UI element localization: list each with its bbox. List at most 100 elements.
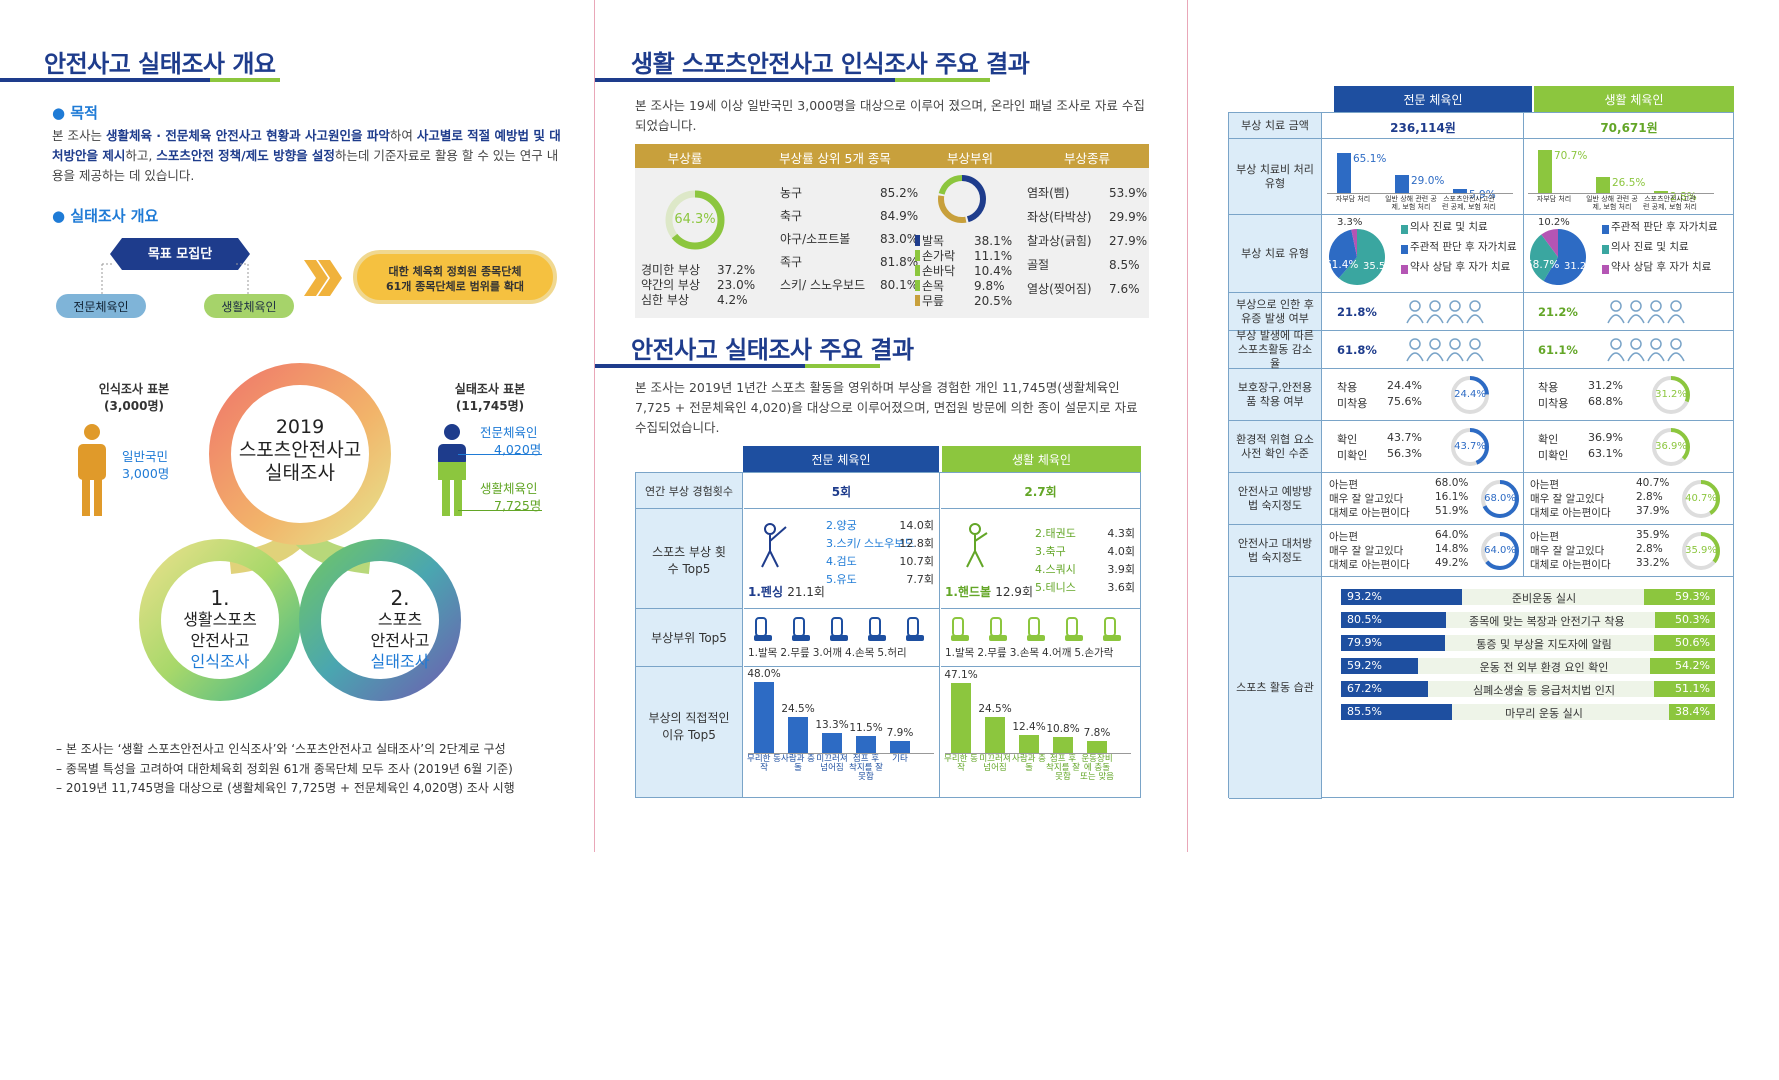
cell-text: 68.8% [1588,395,1623,408]
cell-text: 63.1% [1588,447,1623,460]
bar-category-label: 점프 후 착지를 잘못함 [849,754,883,782]
habit-pro-value: 85.5% [1347,705,1382,718]
ring-chart [1481,480,1519,518]
list-item: 손가락 11.1% [915,247,1012,263]
bar [856,735,876,753]
top5-item: 3.스키/ 스노우보드 12.8회 [826,535,934,553]
bar-value-label: 11.5% [849,721,883,734]
top5-item: 2.양궁 14.0회 [826,517,934,535]
bar-category-label: 운동장비에 충돌 또는 맞음 [1080,754,1114,782]
people-icon [1405,337,1495,363]
bar-category-label: 일반 상해 관련 공제, 보험 처리 [1385,195,1437,211]
list-item: 야구/소프트볼 83.0% [780,230,918,253]
item-value: 8.5% [1109,258,1140,272]
cell-text: 49.2% [1435,557,1469,569]
pro-cause-chart: 48.0% 무리한 동작 24.5% 사람과 충돌 13.3% 미끄러져 넘어짐 11.5%… [744,667,940,797]
r-col-life: 생활 체육인 [1534,86,1734,112]
pie-slice [1541,229,1558,257]
habit-life-value: 50.6% [1675,636,1710,649]
person-icon-2 [438,424,466,516]
overview-heading: ● 실태조사 개요 [52,207,159,225]
item-value: 37.2% [717,263,756,277]
item-label: 축구 [780,209,803,223]
cell-text: 56.3% [1387,447,1422,460]
legend-swatch [1602,225,1609,234]
legend-label: 주관적 판단 후 자가치료 [1410,241,1517,253]
cell-text: 착용 [1538,381,1559,394]
person-icon [78,424,106,516]
bar-category-label: 일반 상해 관련 공제, 보험 처리 [1586,195,1638,211]
habit-track [1341,658,1715,674]
survey-cycle-diagram [139,363,461,701]
cell-text: 51.9% [1435,505,1469,517]
intro-2: 본 조사는 2019년 1년간 스포츠 활동을 영위하며 부상을 경험한 개인 … [635,380,1138,435]
pop-pro-shape [56,294,146,318]
body-part-icon [947,615,973,643]
cell-text: 43.7% [1387,431,1422,444]
cell-text: 미착용 [1337,397,1368,410]
body-part-icon [902,615,928,643]
right-table: 부상 치료 금액 부상 치료비 처리 유형 부상 치료 유형 부상으로 인한 후유증 … [1228,112,1734,799]
habit-bar-life [1654,612,1715,628]
col-divider [1523,113,1524,577]
pie-slice [1338,229,1385,285]
pop-life-shape [204,294,294,318]
item-label: 좌상(타박상) [1027,210,1092,224]
row-cause: 부상의 직접적인 이유 Top5 [636,667,743,797]
pie-label-second: 35.5 [1363,261,1386,272]
cell-text: 대체로 아는편이다 [1329,507,1410,519]
legend-label: 의사 진료 및 치료 [1410,221,1488,233]
ring-label: 43.7% [1454,441,1486,452]
bar-category-label: 사람과 충돌 [781,754,815,773]
sample1-count: (3,000명) [104,399,164,413]
list-item: 족구 81.8% [780,253,918,276]
habit-bar-pro [1341,704,1453,720]
pro-top5-cell: 1.펜싱 21.1회 2.양궁 14.0회 3.스키/ 스노우보드 12.8회 4.검도… [744,509,940,609]
habit-life-value: 59.3% [1675,590,1710,603]
bar [1337,153,1351,193]
habit-bar-life [1668,704,1715,720]
row-line [1322,330,1734,331]
row-header: 안전사고 예방방법 숙지정도 [1229,473,1322,525]
sample2-life-label: 생활체육인 [480,481,538,496]
top5-item: 4.스쿼시 3.9회 [1035,561,1135,579]
sample1-label: 일반국민 [122,449,169,464]
body-part-icon [864,615,890,643]
row-header: 보호장구,안전용품 착용 여부 [1229,369,1322,421]
annual-pro: 5회 [744,473,940,509]
item-value: 4.2% [717,293,748,307]
item-value: 7.6% [1109,282,1140,296]
people-value: 21.8% [1337,305,1377,319]
perception-header: 부상률 부상률 상위 5개 종목 부상부위 부상종류 [635,144,1149,168]
row-annual: 연간 부상 경험횟수 [636,473,743,509]
list-item: 경미한 부상 37.2% [641,262,755,277]
cell-text: 미확인 [1337,449,1368,462]
row-header: 부상 치료비 처리 유형 [1229,139,1322,215]
cell-text: 대체로 아는편이다 [1329,559,1410,571]
top5-label: 2.태권도 [1035,527,1076,540]
bar [1395,175,1409,193]
bar-category-label: 사람과 충돌 [1012,754,1046,773]
item-value: 81.8% [880,255,919,269]
item-label: 족구 [780,255,803,269]
top5-item: 3.축구 4.0회 [1035,543,1135,561]
habit-bar-life [1654,635,1715,651]
middle-title-2: 안전사고 실태조사 주요 결과 [631,336,914,364]
habit-bar-pro [1341,681,1429,697]
item-value: 80.1% [880,278,919,292]
top5-item: 2.태권도 4.3회 [1035,525,1135,543]
row-line [1322,420,1734,421]
row-line [1322,138,1734,139]
item-value: 84.9% [880,209,919,223]
list-item: 골절 8.5% [1027,256,1147,280]
ring-chart [1451,376,1489,414]
results-table: 연간 부상 경험횟수 5회 2.7회 스포츠 부상 횟수 Top5 1.펜싱 2… [635,472,1141,798]
pie-slice [1351,229,1357,257]
body-part-label: 3.손목 [1009,647,1040,659]
item-value: 53.9% [1109,186,1148,200]
body-part-label: 3.어깨 [812,647,843,659]
ring-label: 40.7% [1685,493,1717,504]
pie-slice [1329,229,1357,279]
habit-pro-value: 59.2% [1347,659,1382,672]
legend-label: 약사 상담 후 자가 치료 [1410,261,1511,273]
